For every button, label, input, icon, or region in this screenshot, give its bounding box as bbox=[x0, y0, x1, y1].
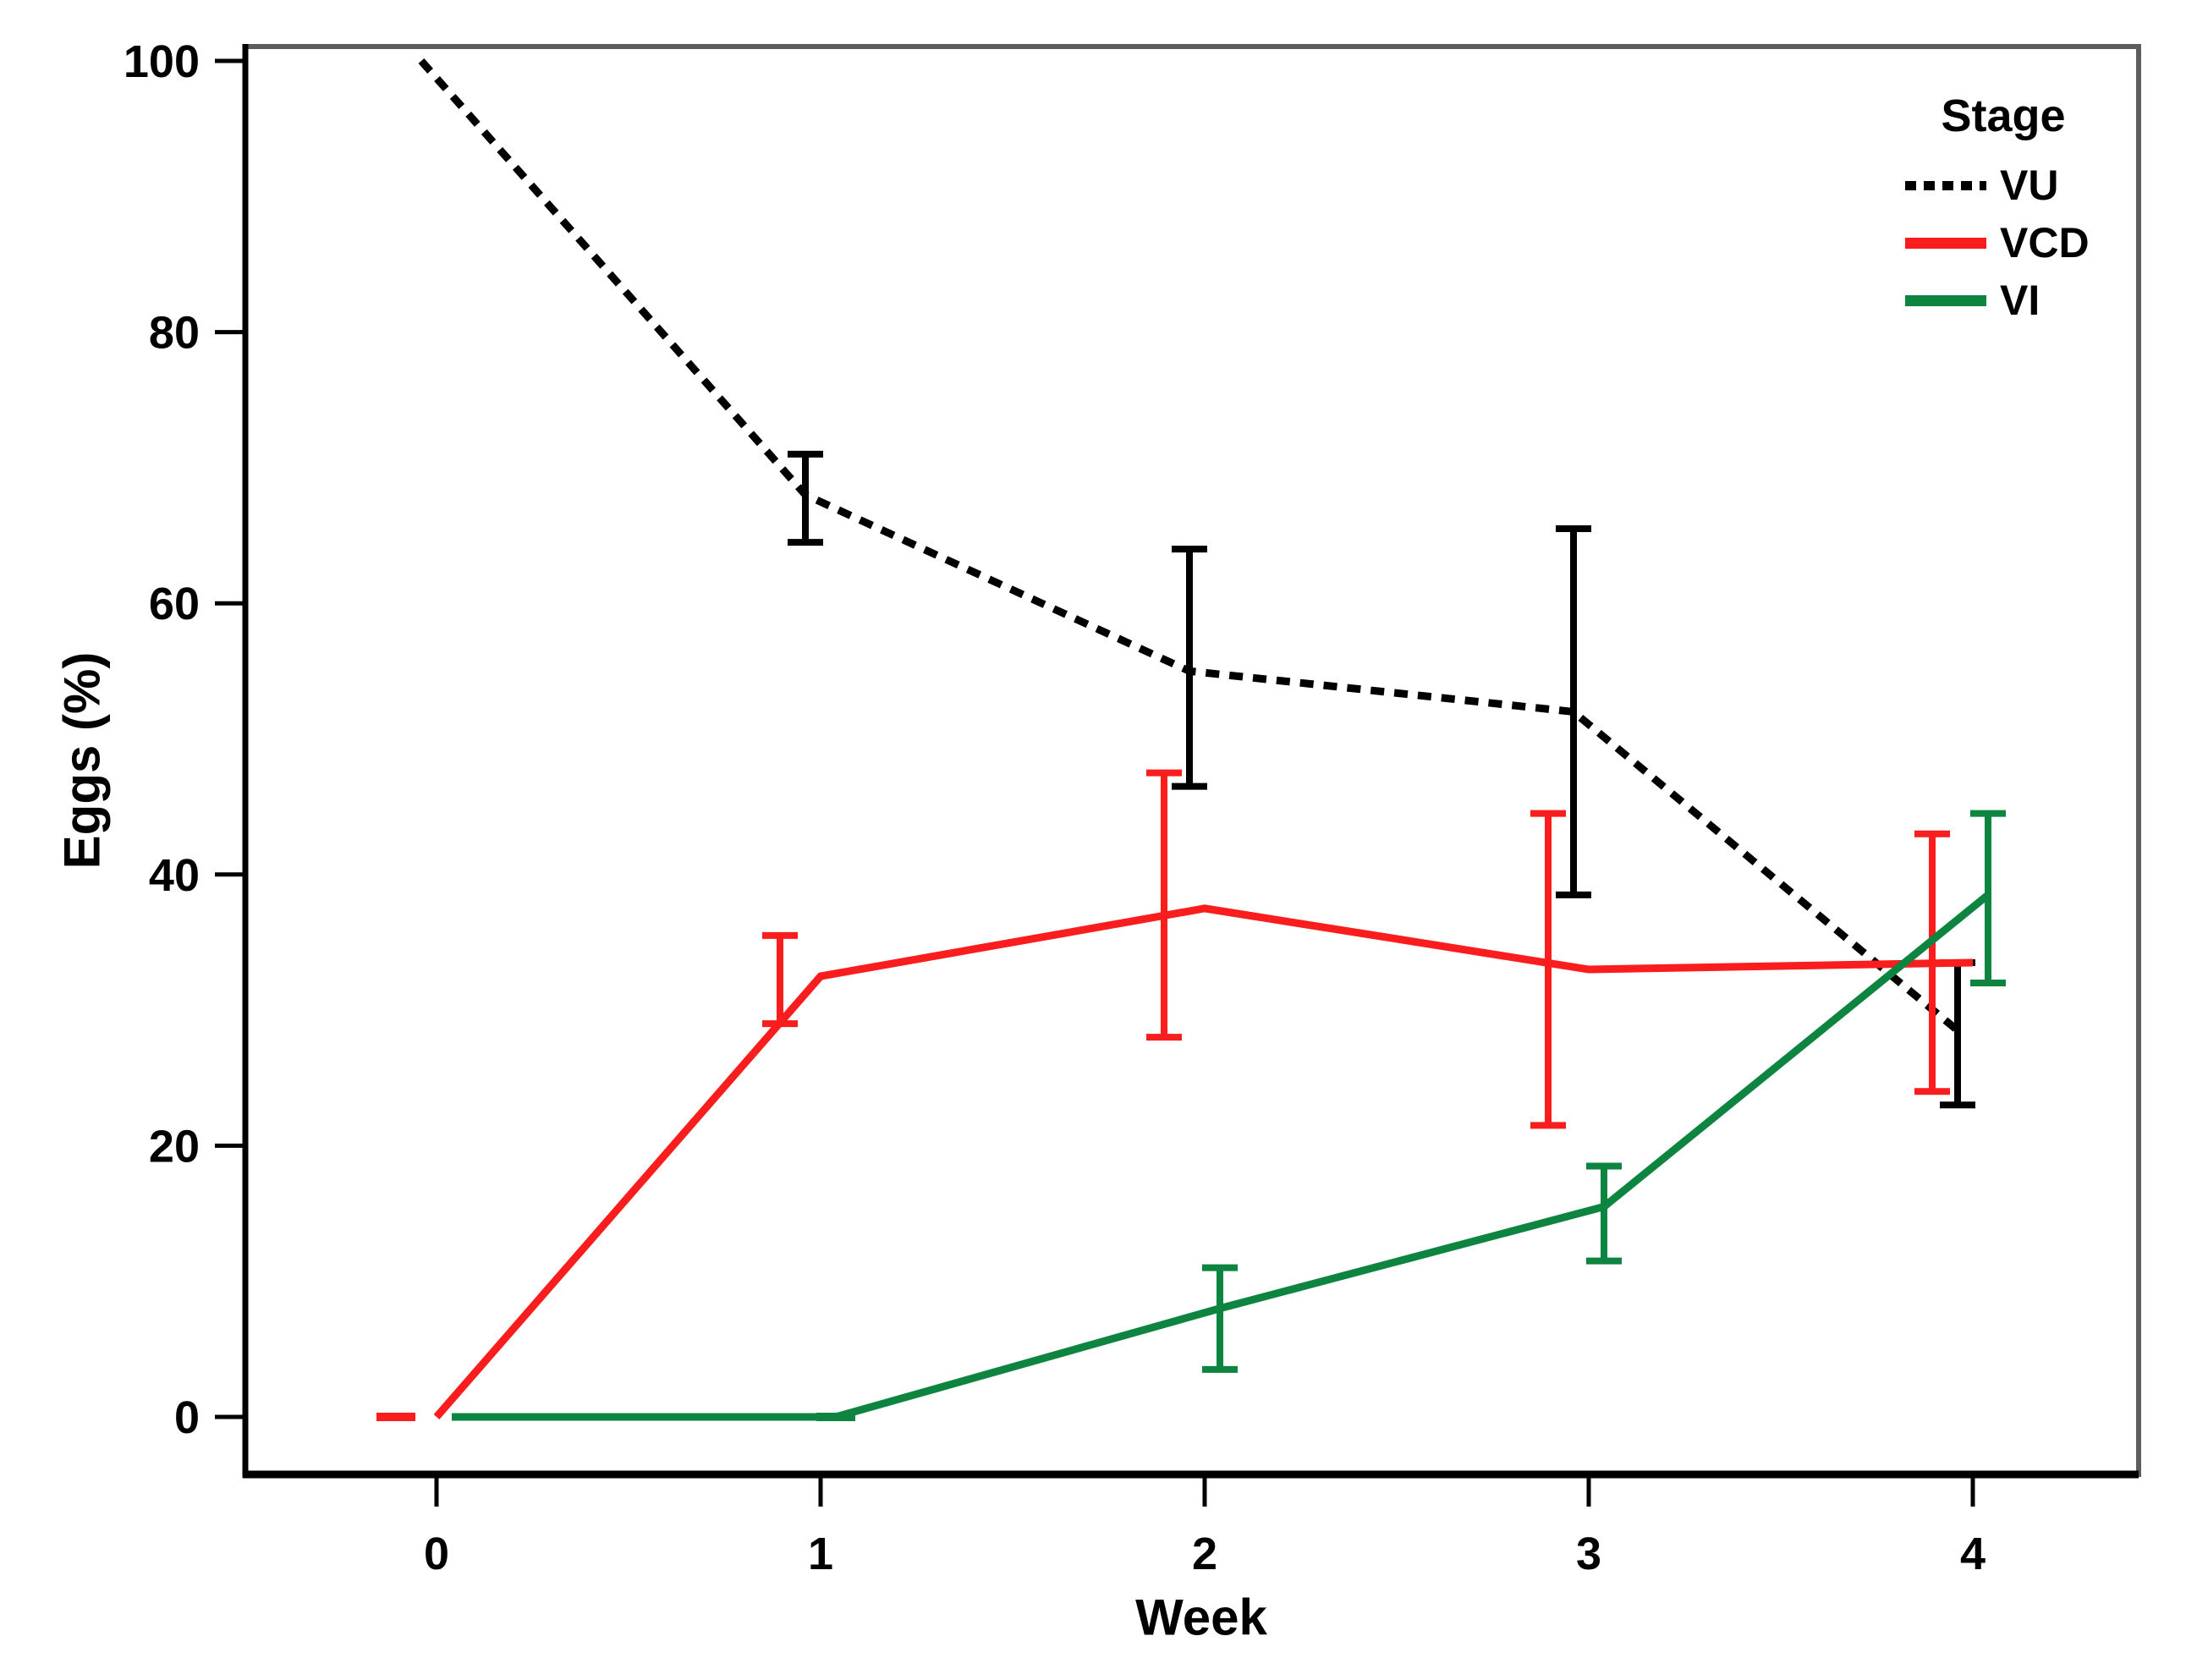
legend-label-VI: VI bbox=[2000, 277, 2040, 324]
x-tick-label: 2 bbox=[1192, 1529, 1217, 1579]
y-axis-title: Eggs (%) bbox=[53, 651, 111, 870]
x-tick-label: 3 bbox=[1576, 1529, 1601, 1579]
y-tick-label: 80 bbox=[149, 308, 200, 359]
y-tick-label: 60 bbox=[149, 579, 200, 629]
x-tick-label: 0 bbox=[424, 1529, 449, 1579]
legend-swatch-VCD bbox=[1905, 237, 1986, 249]
series-VU-errorbars bbox=[788, 450, 1975, 1109]
y-tick-label: 20 bbox=[149, 1121, 200, 1172]
series-VCD-line bbox=[433, 904, 1974, 1419]
series-VCD bbox=[376, 769, 1974, 1421]
series-VU-line bbox=[418, 58, 1960, 1034]
legend: Stage VU VCD VI bbox=[1905, 90, 2101, 337]
legend-label-VCD: VCD bbox=[2000, 219, 2090, 266]
series-VI bbox=[452, 810, 2006, 1421]
legend-entry-VU: VU bbox=[1905, 164, 2101, 206]
legend-entry-VCD: VCD bbox=[1905, 222, 2101, 264]
series-VCD-errorbars bbox=[376, 769, 1950, 1421]
legend-entries: VU VCD VI bbox=[1905, 164, 2101, 321]
legend-title: Stage bbox=[1941, 91, 2066, 141]
legend-label-VU: VU bbox=[2000, 162, 2059, 209]
x-axis-ticks: 0 1 2 3 4 bbox=[424, 1478, 1986, 1579]
y-tick-label: 100 bbox=[124, 36, 200, 87]
series-VI-line bbox=[452, 892, 1991, 1421]
series-VI-errorbars bbox=[816, 810, 2006, 1421]
x-tick-label: 1 bbox=[808, 1529, 833, 1579]
y-tick-label: 40 bbox=[149, 850, 200, 901]
y-axis-ticks: 0 20 40 60 80 100 bbox=[124, 36, 245, 1443]
series-VU bbox=[418, 58, 1975, 1109]
legend-swatch-VI bbox=[1905, 294, 1986, 306]
legend-swatch-VU bbox=[1905, 180, 1986, 190]
x-axis-title: Week bbox=[1135, 1589, 1267, 1646]
x-tick-label: 4 bbox=[1960, 1529, 1986, 1579]
y-tick-label: 0 bbox=[174, 1392, 200, 1443]
legend-entry-VI: VI bbox=[1905, 279, 2101, 321]
